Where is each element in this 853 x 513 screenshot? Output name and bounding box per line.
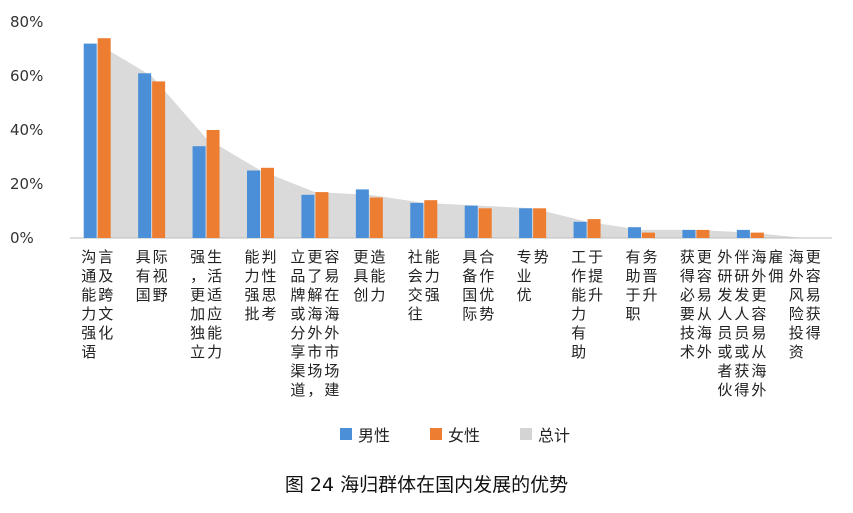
legend-swatch-male [340,428,352,440]
x-category-label: 外研发人员或者伙伴研发人员或获得海外更容易从海外雇佣 [717,248,783,399]
y-tick-label: 60% [10,67,43,85]
legend-item-total: 总计 [520,422,570,446]
x-category-label: 具有国际视野 [136,248,168,304]
x-category-label: 工作能力有助于提升 [571,248,603,361]
bar-female [152,81,166,239]
x-category-label: 专业优势 [517,248,549,304]
legend-label-female: 女性 [448,426,481,445]
bar-female [642,232,655,238]
bar-male [682,229,696,238]
bar-male [736,229,750,238]
bar-female [696,229,710,238]
bar-male [464,205,478,238]
chart: 0% 20% 40% 60% 80% 沟通能力强语言及跨文化具有国际视野强，更加独立生活适… [10,13,832,399]
bar-female [315,192,329,238]
bar-male [301,194,315,238]
bar-male [138,73,152,238]
x-category-label: 有助于职务晋升 [625,248,657,323]
bar-female [97,38,111,239]
x-category-label: 立品牌或分享渠道更了解海外市场，容易在海外市场建 [290,248,339,399]
legend-swatch-female [430,428,443,440]
y-tick-label: 40% [10,121,43,139]
bar-male [83,43,97,238]
bar-female [206,130,220,238]
x-category-label: 获得必要技术更容易从海外 [680,248,712,361]
legend-label-male: 男性 [358,426,391,445]
x-category-label: 强，更加独立生活适应能力 [190,248,222,361]
y-tick-label: 0% [10,229,34,247]
x-category-label: 沟通能力强语言及跨文化 [81,248,113,361]
bar-female [587,219,601,238]
x-category-label: 社会交往能力强 [408,248,440,323]
bar-male [410,202,424,238]
bar-male [247,170,260,238]
legend: 男性 女性 总计 [340,422,570,446]
legend-item-male: 男性 [340,422,390,446]
x-category-label: 海外风险投资更容易获得 [789,248,821,361]
legend-item-female: 女性 [430,422,480,446]
x-category-label: 能力强批判性思考 [244,248,276,323]
chart-title: 图 24 海归群体在国内发展的优势 [284,474,569,496]
bar-male [519,208,533,238]
bar-female [750,232,764,238]
x-category-label: 具备国际合作优势 [462,248,494,323]
y-tick-label: 80% [10,13,43,31]
bar-male [355,189,369,238]
y-tick-label: 20% [10,175,43,193]
bar-female [261,167,274,238]
bar-female [369,197,383,238]
x-category-label: 更具创造能力 [353,248,385,304]
legend-swatch-total [520,428,533,440]
series-area-total [97,43,805,238]
legend-label-total: 总计 [538,426,571,445]
bar-male [573,221,587,238]
bar-female [533,208,547,238]
bar-male [192,146,206,238]
bar-male [628,227,641,238]
bar-female [424,200,438,238]
bar-female [478,208,492,238]
